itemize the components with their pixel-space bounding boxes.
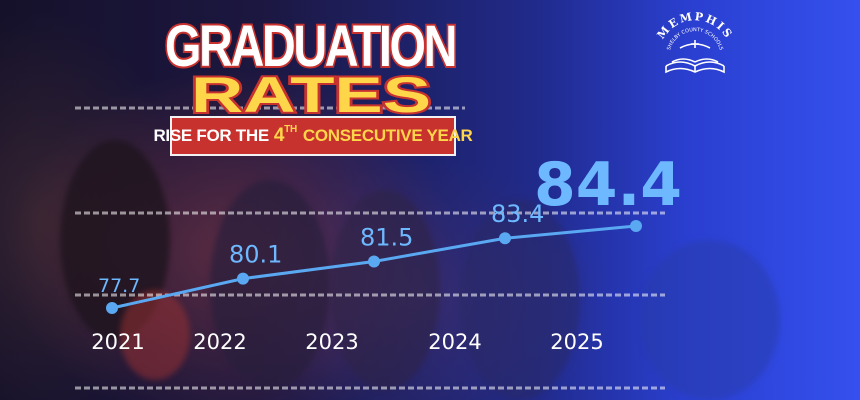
logo-text: MEMPHIS — [655, 10, 736, 42]
title-rates-text: RATES — [191, 68, 431, 118]
subtitle-superscript: TH — [284, 123, 297, 135]
data-point — [499, 232, 511, 245]
x-tick-label: 2025 — [550, 330, 603, 354]
data-point — [630, 220, 642, 232]
photo-figure — [330, 190, 440, 390]
data-point — [368, 255, 380, 268]
data-label: 84.4 — [534, 150, 682, 220]
subtitle-prefix: RISE FOR THE — [153, 126, 269, 145]
subtitle-number: 4 — [273, 125, 285, 146]
x-tick-label: 2021 — [91, 330, 144, 354]
data-point — [237, 272, 249, 285]
data-label: 81.5 — [360, 223, 413, 251]
title-line-2: RATES — [189, 68, 433, 118]
x-tick-label: 2024 — [428, 330, 481, 354]
subtitle-banner: RISE FOR THE 4 TH CONSECUTIVE YEAR — [153, 116, 473, 156]
x-tick-label: 2022 — [193, 330, 246, 354]
data-label: 83.4 — [491, 200, 544, 228]
data-label: 77.7 — [98, 275, 140, 297]
data-point — [106, 302, 118, 314]
x-tick-label: 2023 — [305, 330, 358, 354]
title-graduation-text: GRADUATION — [165, 14, 455, 79]
decorative-dashed-lines — [75, 106, 665, 390]
photo-figure — [210, 180, 330, 390]
data-label: 80.1 — [229, 241, 282, 269]
district-logo: MEMPHIS SHELBY COUNTY SCHOOLS — [655, 10, 736, 74]
title-line-1: GRADUATION — [163, 12, 460, 80]
book-emblem-icon — [665, 40, 725, 74]
subtitle-suffix: CONSECUTIVE YEAR — [302, 126, 473, 145]
photo-figure — [640, 240, 780, 400]
